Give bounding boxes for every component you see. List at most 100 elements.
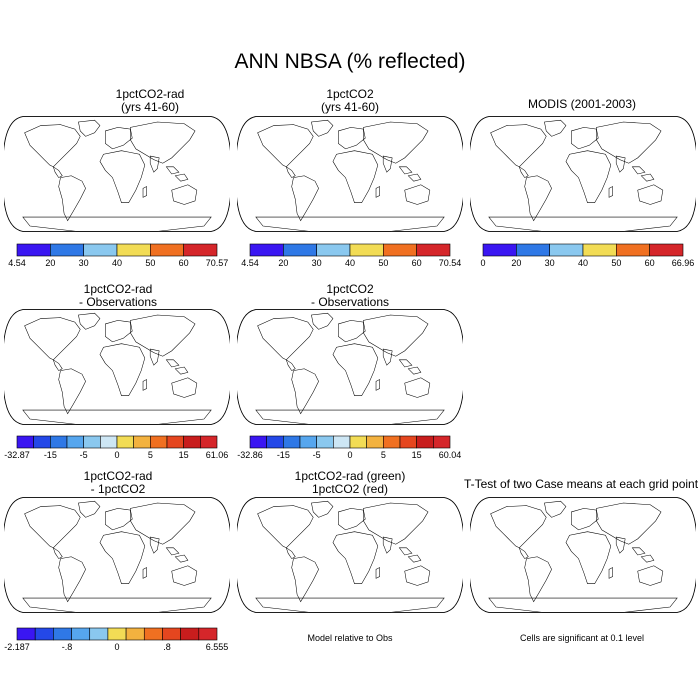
panel-1-title-line-1: 1pctCO2-rad [115,87,185,101]
colorbar-tick-label: 15 [179,450,189,460]
colorbar-tick-label: 60 [412,258,422,268]
colorbar-swatch [366,435,384,449]
colorbar-swatch [50,435,68,449]
colorbar-swatch [383,435,401,449]
map-1pctco2 [237,116,463,232]
colorbar-tick-label: 60 [179,258,189,268]
colorbar-tick-label: 70.57 [206,258,229,268]
colorbar-swatch [283,435,301,449]
panel-title-4: 1pctCO2-rad - Observations [18,283,218,309]
panel-4-title-line-2: - Observations [78,295,158,309]
colorbar-tick-label: 60.04 [439,450,462,460]
colorbar-swatch [582,243,617,257]
panel-title-8: T-Test of two Case means at each grid po… [462,478,700,491]
globe-outline [470,116,696,232]
colorbar-swatch [162,627,181,641]
colorbar-swatch [125,627,145,641]
map-1pctco2-minus-obs [237,309,463,425]
colorbar-swatch [83,243,118,257]
colorbar-tick-label: 0 [347,450,352,460]
globe-background [4,497,230,613]
panel-title-1: 1pctCO2-rad (yrs 41-60) [50,88,250,114]
colorbar-swatch [299,435,317,449]
globe-outline [470,497,696,613]
colorbar-tick-label: 4.54 [241,258,259,268]
colorbar-tick-label: -15 [277,450,290,460]
colorbar-swatch [198,627,218,641]
colorbar-swatch [16,243,51,257]
colorbar-swatch [53,627,72,641]
globe-background [4,309,230,425]
colorbar-tick-label: 30 [545,258,555,268]
map-t-test [470,497,696,613]
colorbar-tick-label: 50 [611,258,621,268]
panel-2-title-line-1: 1pctCO2 [326,87,374,101]
panel-title-6: 1pctCO2-rad - 1pctCO2 [18,470,218,496]
globe-outline [4,309,230,425]
colorbar-tick-label: 20 [511,258,521,268]
colorbar-swatch [416,243,451,257]
colorbar-swatch [16,435,34,449]
colorbar-swatch [649,243,684,257]
colorbar-tick-label: -5 [80,450,88,460]
colorbar-swatch [150,435,168,449]
colorbar-swatch [349,435,367,449]
note-significance: Cells are significant at 0.1 level [519,633,645,643]
colorbar-swatch [183,243,218,257]
colorbar-swatch [50,243,84,257]
colorbar-swatch [89,627,109,641]
colorbar-swatch [249,243,284,257]
colorbar-6: -2.187 -.8 0 .8 6.555 [4,627,229,652]
colorbar-swatch [133,435,151,449]
colorbar-swatch [33,435,51,449]
globe-outline [237,497,463,613]
colorbar-swatch [100,435,118,449]
globe-background [470,116,696,232]
colorbar-swatch [333,435,351,449]
colorbar-swatch [34,627,54,641]
colorbar-swatch [143,627,163,641]
colorbar-tick-label: 4.54 [8,258,26,268]
globe-background [4,116,230,232]
panel-1-title-line-2: (yrs 41-60) [120,100,179,114]
colorbar-tick-label: 5 [381,450,386,460]
colorbar-tick-label: -32.86 [237,450,263,460]
colorbar-swatch [383,243,417,257]
colorbar-tick-label: 50 [145,258,155,268]
colorbar-swatch [399,435,417,449]
colorbar-tick-label: 20 [278,258,288,268]
panel-title-7: 1pctCO2-rad (green) 1pctCO2 (red) [250,470,450,496]
panel-title-3: MODIS (2001-2003) [482,98,682,111]
colorbar-tick-label: 0 [114,642,119,652]
panel-3-title-line-1: MODIS (2001-2003) [527,97,637,111]
panel-6-title-line-2: - 1pctCO2 [90,482,146,496]
figure-title: ANN NBSA (% reflected) [234,50,466,73]
colorbar-3: 0 20 30 40 50 60 66.96 [480,243,694,268]
colorbar-swatch [180,627,200,641]
colorbar-swatch [516,243,550,257]
colorbar-tick-label: 40 [345,258,355,268]
colorbar-swatch [71,627,91,641]
colorbar-tick-label: .8 [163,642,171,652]
map-1pctco2-rad [4,116,230,232]
colorbar-tick-label: 15 [412,450,422,460]
globe-outline [237,116,463,232]
colorbar-tick-label: 70.54 [439,258,462,268]
colorbar-tick-label: -.8 [62,642,73,652]
colorbar-5: -32.86 -15 -5 0 5 15 60.04 [237,435,462,460]
panel-7-title-line-2: 1pctCO2 (red) [311,482,389,496]
colorbar-tick-label: 30 [312,258,322,268]
colorbar-swatch [150,243,184,257]
colorbar-tick-label: 40 [112,258,122,268]
colorbar-swatch [349,243,384,257]
colorbar-swatch [316,435,334,449]
colorbar-swatch [83,435,101,449]
colorbar-swatch [482,243,517,257]
colorbar-1: 4.54 20 30 40 50 60 70.57 [8,243,229,268]
colorbar-tick-label: 0 [114,450,119,460]
colorbar-swatch [549,243,584,257]
colorbar-tick-label: 5 [148,450,153,460]
colorbar-tick-label: 0 [480,258,485,268]
colorbar-tick-label: 6.555 [206,642,229,652]
globe-outline [4,497,230,613]
